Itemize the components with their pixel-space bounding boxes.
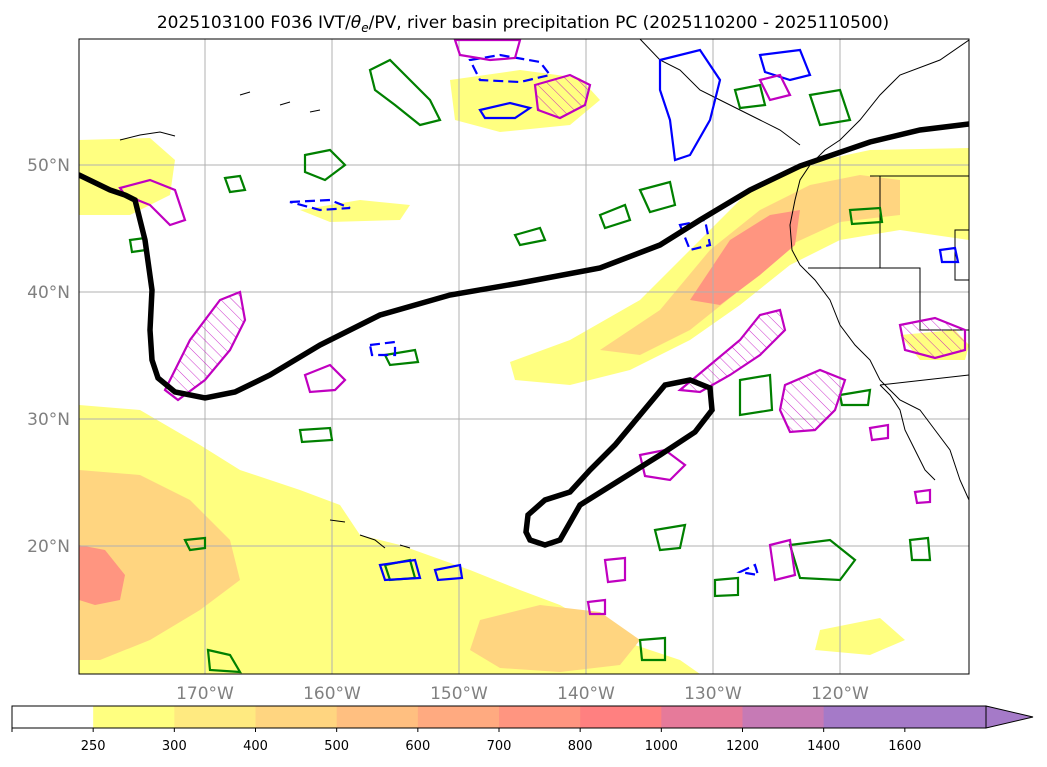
jet-south-loop: [523, 377, 715, 548]
coastline: [119, 39, 969, 549]
colorbar-tick-label: 1600: [888, 739, 921, 754]
ivt-region-mid-streak: [300, 200, 410, 222]
lat-label: 40°N: [27, 283, 70, 303]
colorbar-tick-label: 600: [405, 739, 430, 754]
lat-label: 50°N: [27, 156, 70, 176]
colorbar-cell: [742, 706, 825, 728]
colorbar-cell: [580, 706, 662, 728]
colorbar-cell: [661, 706, 743, 728]
ivt-region-southeast-patch: [815, 618, 905, 655]
pv-contours: [118, 39, 967, 616]
colorbar-tick-label: 700: [487, 739, 512, 754]
colorbar-extend-arrow: [985, 705, 1034, 729]
lat-labels: 50°N 40°N 30°N 20°N: [27, 156, 70, 557]
colorbar-cell: [499, 706, 581, 728]
colorbar-cell: [417, 706, 500, 728]
map-area: [79, 39, 969, 674]
colorbar-cell: [12, 706, 94, 728]
colorbar-tick-label: 1200: [726, 739, 759, 754]
colorbar-cell: [93, 706, 175, 728]
map-title: 2025103100 F036 IVT/θe/PV, river basin p…: [157, 13, 889, 35]
colorbar-tick-label: 1400: [807, 739, 840, 754]
colorbar-tick-label: 250: [81, 739, 106, 754]
colorbar-cell: [174, 706, 256, 728]
ivt-shading: [79, 70, 969, 674]
jet-streams: [79, 121, 969, 548]
lon-labels: 170°W 160°W 150°W 140°W 130°W 120°W: [176, 684, 869, 704]
ivt-region-south-central: [470, 605, 640, 672]
jet-north: [79, 121, 969, 401]
colorbar-tick-label: 500: [324, 739, 349, 754]
colorbar-tick-label: 300: [162, 739, 187, 754]
lon-label: 170°W: [176, 684, 234, 704]
colorbar: 250 300 400 500 600 700 800 1000 1200 1400 1600: [11, 705, 1034, 754]
colorbar-ticks: 250 300 400 500 600 700 800 1000 1200 1400 1600: [11, 728, 921, 754]
ivt-region-northwest: [79, 138, 175, 215]
ivt-atmospheric-river-core: [690, 210, 800, 305]
colorbar-cell: [823, 706, 906, 728]
colorbar-tick-label: 400: [243, 739, 268, 754]
ivt-region-southwest-inner: [79, 470, 240, 660]
map-frame: [78, 38, 970, 675]
lon-label: 140°W: [557, 684, 615, 704]
colorbar-tick-label: 800: [568, 739, 593, 754]
lat-label: 20°N: [27, 537, 70, 557]
lon-label: 120°W: [811, 684, 869, 704]
colorbar-cell: [904, 706, 987, 728]
lat-label: 30°N: [27, 410, 70, 430]
lon-label: 160°W: [303, 684, 361, 704]
colorbar-tick-label: 1000: [645, 739, 678, 754]
colorbar-cells: [12, 706, 987, 728]
lon-label: 130°W: [684, 684, 742, 704]
colorbar-cell: [255, 706, 338, 728]
theta-e-contours: [128, 58, 932, 674]
lon-label: 150°W: [430, 684, 488, 704]
graticule: [79, 39, 969, 674]
ivt-region-southwest-core: [79, 545, 125, 605]
colorbar-cell: [336, 706, 419, 728]
